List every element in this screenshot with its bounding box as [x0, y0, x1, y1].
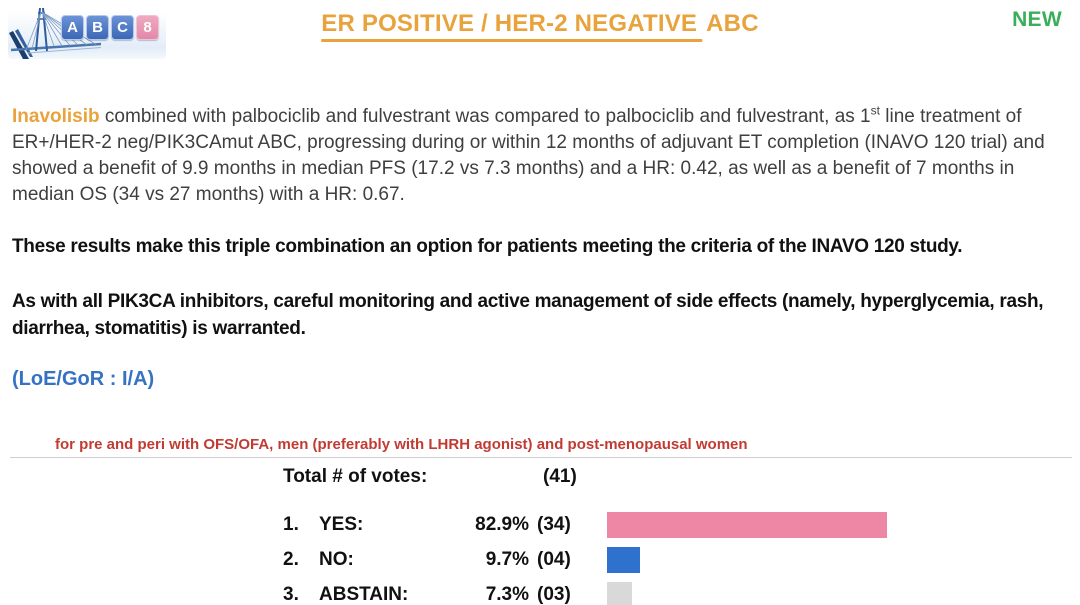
drug-name: Inavolisib	[12, 106, 100, 127]
vote-percent: 7.3%	[485, 583, 529, 605]
vote-bar-yes	[607, 511, 887, 538]
vote-rank: 2.	[283, 548, 299, 570]
vote-bar-abstain	[607, 581, 632, 605]
vote-percent: 82.9%	[475, 513, 529, 535]
vote-row-yes: 1. YES: 82.9% (34)	[283, 507, 1080, 542]
vote-bar-track	[607, 581, 1080, 605]
logo-letter-c: C	[111, 15, 134, 40]
vote-count: (04)	[537, 548, 571, 570]
vote-count: (03)	[537, 583, 571, 605]
section-divider	[10, 457, 1072, 458]
logo-number-8: 8	[136, 15, 159, 40]
voting-results: Total # of votes: (41) 1. YES: 82.9% (34…	[283, 464, 1080, 605]
vote-row-abstain: 3. ABSTAIN: 7.3% (03)	[283, 577, 1080, 605]
vote-total-row: Total # of votes: (41)	[283, 464, 1080, 490]
abc8-logo-letters: A B C 8	[61, 15, 159, 40]
vote-row-no: 2. NO: 9.7% (04)	[283, 542, 1080, 577]
logo-letter-a: A	[61, 15, 84, 40]
voting-population-note: for pre and peri with OFS/OFA, men (pref…	[55, 436, 748, 453]
page-title-underlined: ER POSITIVE / HER-2 NEGATIVE	[321, 10, 703, 42]
vote-rank: 1.	[283, 513, 299, 535]
recommendation-paragraph: Inavolisib combined with palbociclib and…	[12, 104, 1074, 208]
abc8-logo: A B C 8	[8, 3, 166, 59]
vote-total-count: (41)	[543, 466, 577, 487]
recommendation-text-1: combined with palbociclib and fulvestran…	[99, 106, 871, 127]
recommendation-text-2: line treatment of ER+/HER-2 neg/PIK3CAmu…	[12, 106, 1045, 205]
vote-label: YES:	[319, 513, 364, 535]
logo-letter-b: B	[86, 15, 109, 40]
ordinal-superscript: st	[870, 103, 880, 118]
vote-percent: 9.7%	[485, 548, 529, 570]
statement-option: These results make this triple combinati…	[12, 236, 963, 257]
vote-bar-track	[607, 511, 1080, 538]
vote-rank: 3.	[283, 583, 299, 605]
vote-label: ABSTAIN:	[319, 583, 409, 605]
vote-total-label: Total # of votes:	[283, 466, 428, 487]
vote-bar-track	[607, 546, 1080, 573]
vote-count: (34)	[537, 513, 571, 535]
page-title-suffix: ABC	[706, 10, 759, 37]
vote-label: NO:	[319, 548, 354, 570]
vote-bar-no	[607, 546, 640, 573]
page-title: ER POSITIVE / HER-2 NEGATIVE ABC	[321, 10, 759, 42]
loe-gor-label: (LoE/GoR : I/A)	[12, 368, 155, 390]
statement-monitoring: As with all PIK3CA inhibitors, careful m…	[12, 291, 1044, 339]
new-badge: NEW	[1012, 8, 1062, 31]
